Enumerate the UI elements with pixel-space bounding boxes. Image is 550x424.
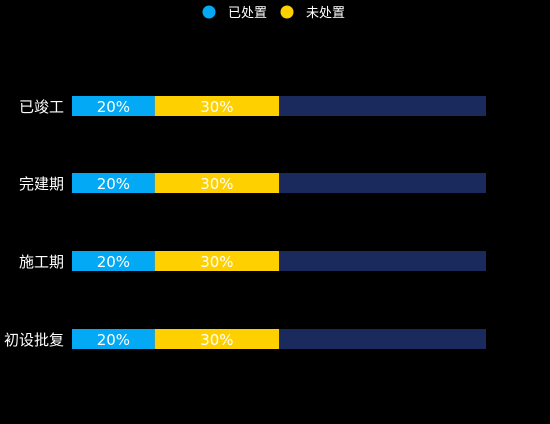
bar-segment-handled[interactable] <box>72 96 155 116</box>
category-label: 已竣工 <box>19 98 64 116</box>
legend-marker-1 <box>202 5 216 19</box>
category-label: 完建期 <box>19 175 64 193</box>
data-label: 20% <box>97 175 130 193</box>
legend-marker-2 <box>280 5 294 19</box>
plot-area: 已竣工 20% 30% 完建期 20% 30% 施工期 20% 30% 初设批复 20% 30% <box>4 96 486 349</box>
category-label: 初设批复 <box>4 331 64 349</box>
data-label: 30% <box>200 98 233 116</box>
legend-label-1[interactable]: 已处置 <box>228 6 267 21</box>
bar-segment-unhandled[interactable] <box>154 251 279 271</box>
data-label: 20% <box>97 331 130 349</box>
data-label: 30% <box>200 331 233 349</box>
data-label: 30% <box>200 175 233 193</box>
legend: 已处置 未处置 <box>202 5 345 21</box>
bar-segment-unhandled[interactable] <box>154 329 279 349</box>
data-label: 30% <box>200 253 233 271</box>
bar-segment-handled[interactable] <box>72 251 155 271</box>
bar-segment-unhandled[interactable] <box>154 96 279 116</box>
bar-segment-handled[interactable] <box>72 329 155 349</box>
data-label: 20% <box>97 253 130 271</box>
category-label: 施工期 <box>19 253 64 271</box>
bar-segment-unhandled[interactable] <box>154 173 279 193</box>
legend-label-2[interactable]: 未处置 <box>306 6 345 21</box>
bar-segment-handled[interactable] <box>72 173 155 193</box>
data-label: 20% <box>97 98 130 116</box>
